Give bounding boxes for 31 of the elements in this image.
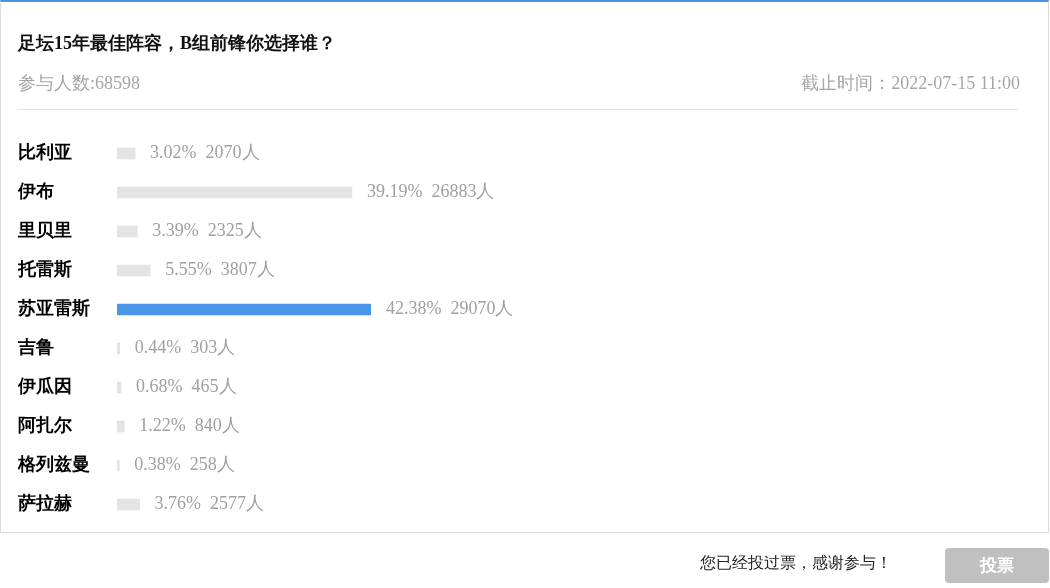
data-label: 3.02% 2070人 (150, 142, 260, 163)
data-label: 42.38% 29070人 (386, 298, 514, 319)
data-label: 39.19% 26883人 (366, 181, 495, 202)
data-label: 3.39% 2325人 (152, 220, 262, 241)
bar (117, 225, 138, 238)
data-label: 5.55% 3807人 (165, 259, 275, 280)
y-tick-label: 托雷斯 (17, 259, 72, 280)
data-label: 0.68% 465人 (136, 376, 237, 397)
y-tick-label: 伊瓜因 (17, 376, 72, 397)
bar (117, 264, 151, 277)
y-tick-label: 苏亚雷斯 (17, 298, 90, 319)
bar (117, 420, 125, 433)
data-label: 0.38% 258人 (134, 454, 235, 475)
bar (117, 147, 136, 160)
chart-title: 足坛15年最佳阵容，B组前锋你选择谁？ (18, 32, 337, 55)
text: 截止时间：2022-07-15 11:00 (801, 72, 1020, 95)
text: 您已经投过票，感谢参与！ (700, 553, 892, 573)
y-tick-label: 伊布 (17, 181, 54, 202)
bar (117, 186, 353, 199)
bar (117, 303, 371, 316)
y-tick-label: 萨拉赫 (17, 493, 72, 514)
y-tick-label: 格列兹曼 (17, 454, 90, 475)
data-label: 0.44% 303人 (134, 337, 236, 358)
data-label: 3.76% 2577人 (154, 493, 265, 514)
y-tick-label: 里贝里 (17, 220, 72, 241)
y-tick-label: 比利亚 (18, 142, 72, 163)
y-tick-label: 阿扎尔 (18, 415, 73, 436)
y-tick-label: 吉鲁 (17, 337, 54, 358)
data-label: 1.22% 840人 (139, 415, 240, 436)
bar (117, 498, 140, 511)
text: 参与人数:68598 (18, 72, 141, 95)
